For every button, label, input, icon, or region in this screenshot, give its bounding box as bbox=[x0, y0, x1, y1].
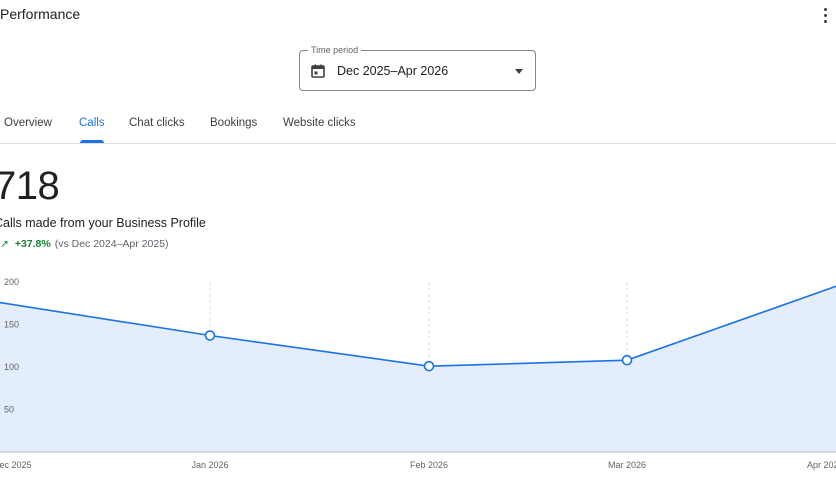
y-tick-label: 50 bbox=[4, 405, 14, 415]
y-tick-label: 100 bbox=[4, 362, 19, 372]
data-point bbox=[423, 360, 435, 372]
tab-website-clicks[interactable]: Website clicks bbox=[283, 117, 356, 129]
comparison-period: (vs Dec 2024–Apr 2025) bbox=[54, 238, 169, 250]
change-percent: +37.8% bbox=[14, 238, 51, 250]
more-options-menu-icon[interactable] bbox=[818, 4, 832, 26]
calendar-icon bbox=[311, 64, 325, 78]
time-period-label: Time period bbox=[308, 44, 362, 56]
x-tick-label: Dec 2025 bbox=[0, 460, 32, 470]
time-period-select[interactable]: Time period Dec 2025–Apr 2026 bbox=[299, 44, 536, 91]
active-tab-indicator bbox=[80, 140, 104, 143]
chevron-down-icon bbox=[515, 69, 523, 74]
data-point bbox=[621, 354, 633, 366]
metric-description: Calls made from your Business Profile bbox=[0, 216, 206, 230]
tab-calls[interactable]: Calls bbox=[79, 117, 105, 129]
change-indicator: ↗ +37.8% (vs Dec 2024–Apr 2025) bbox=[0, 238, 169, 250]
calls-chart: 50 100 150 200 Dec 2025 Jan 2026 Feb 2026 Mar 2… bbox=[0, 277, 836, 470]
y-tick-label: 150 bbox=[4, 320, 19, 330]
page-title: Performance bbox=[0, 6, 81, 22]
x-tick-label: Mar 2026 bbox=[608, 460, 646, 470]
total-calls-value: 718 bbox=[0, 164, 60, 208]
x-tick-label: Jan 2026 bbox=[191, 460, 228, 470]
y-tick-label: 200 bbox=[4, 277, 19, 287]
tab-bar: Overview Calls Chat clicks Bookings Webs… bbox=[0, 110, 836, 144]
trending-up-icon: ↗ bbox=[0, 238, 9, 250]
tab-bookings[interactable]: Bookings bbox=[210, 117, 258, 129]
tab-overview[interactable]: Overview bbox=[4, 117, 52, 129]
chart-area bbox=[0, 286, 836, 452]
tab-chat-clicks[interactable]: Chat clicks bbox=[129, 117, 185, 129]
data-point bbox=[204, 330, 216, 341]
x-tick-label: Feb 2026 bbox=[410, 460, 448, 470]
x-tick-label: Apr 2026 bbox=[807, 460, 836, 470]
time-period-value: Dec 2025–Apr 2026 bbox=[337, 64, 449, 78]
